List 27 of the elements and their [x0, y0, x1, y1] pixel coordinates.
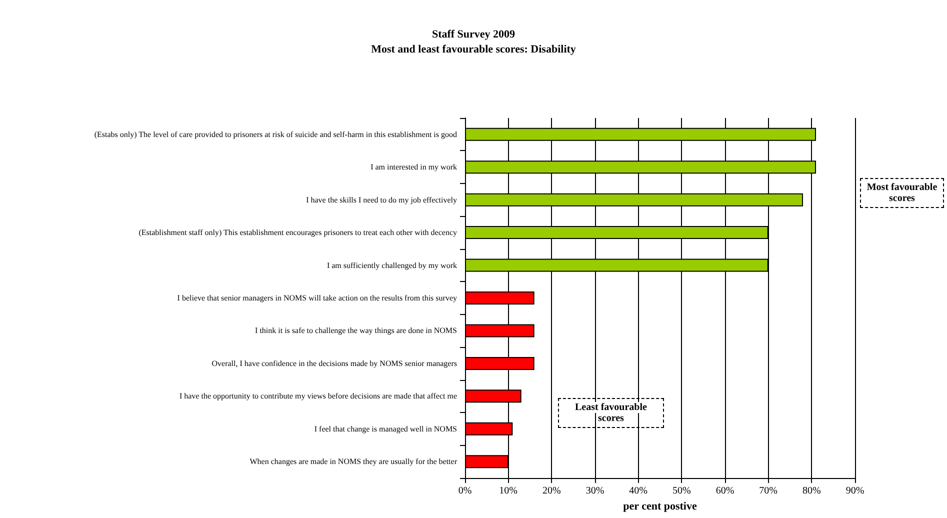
x-tick-label: 50%: [672, 486, 691, 496]
y-tick-label: (Establishment staff only) This establishment encourages prisoners to treat each other with decency: [138, 228, 457, 238]
x-tick-label: 80%: [802, 486, 821, 496]
y-tick-label: I have the opportunity to contribute my views before decisions are made that affect me: [179, 392, 458, 401]
y-tick-label: I feel that change is managed well in NOMS: [314, 424, 457, 434]
y-tick-label: I am interested in my work: [370, 162, 457, 172]
x-tick-label: 0%: [458, 486, 472, 496]
y-tick-label: I believe that senior managers in NOMS will take action on the results from this survey: [177, 294, 457, 302]
chart-subtitle: Most and least favourable scores: Disability: [371, 44, 576, 56]
note-box: Least favourable scores: [558, 398, 664, 428]
x-tick-label: 30%: [586, 486, 604, 496]
x-tick-label: 70%: [759, 486, 778, 496]
y-tick-label: Overall, I have confidence in the decisions made by NOMS senior managers: [212, 358, 457, 368]
y-tick-label: I am sufficiently challenged by my work: [326, 260, 457, 270]
x-axis-title: per cent postive: [623, 500, 697, 512]
y-tick-label: I think it is safe to challenge the way things are done in NOMS: [255, 326, 457, 336]
x-tick-label: 10%: [499, 486, 518, 496]
x-tick-label: 60%: [716, 486, 734, 496]
y-tick-label: When changes are made in NOMS they are usually for the better: [250, 457, 458, 466]
annotation: Least favourable scores: [575, 402, 647, 424]
x-tick-label: 20%: [542, 486, 561, 496]
chart-title: Staff Survey 2009: [432, 28, 516, 40]
x-tick-label: 90%: [846, 486, 864, 496]
y-tick-label: I have the skills I need to do my job effectively: [306, 195, 457, 204]
y-tick-label: (Estabs only) The level of care provided to prisoners at risk of suicide and self-harm in this establishment is good: [94, 130, 457, 139]
note-box: Most favourable scores: [860, 178, 944, 208]
x-tick-label: 40%: [629, 486, 648, 496]
